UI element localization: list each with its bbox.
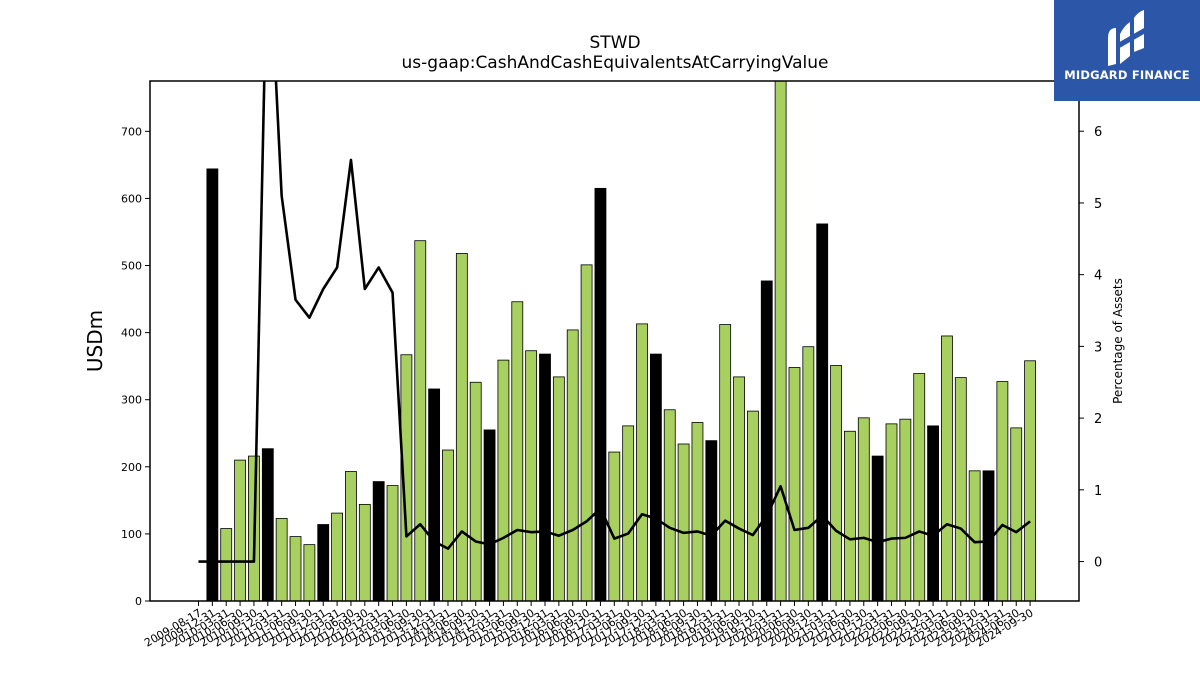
brand-name: MIDGARD FINANCE: [1064, 68, 1190, 82]
bar: [830, 365, 842, 602]
bar: [927, 425, 939, 602]
right-axis: 0 1 2 3 4 5 6: [1079, 125, 1102, 571]
bar: [733, 376, 745, 602]
bar: [358, 503, 371, 602]
bar: [1010, 427, 1023, 602]
bar: [899, 418, 912, 602]
bar: [455, 253, 468, 602]
bar: [941, 335, 953, 602]
bar: [622, 425, 635, 602]
y2-tick-label: 6: [1094, 125, 1102, 140]
bar: [345, 471, 357, 602]
bar: [317, 524, 330, 602]
percentage-line: [198, 81, 1031, 563]
bar: [552, 376, 565, 602]
bar: [1024, 360, 1036, 602]
y-tick-label: 0: [135, 595, 142, 608]
y2-tick-label: 0: [1094, 556, 1102, 571]
bar: [649, 353, 662, 602]
y2-axis-label: Percentage of Assets: [1111, 278, 1125, 404]
y-tick-label: 400: [121, 327, 142, 340]
bar: [844, 430, 856, 602]
y2-tick-label: 5: [1094, 197, 1102, 212]
bar: [539, 353, 551, 602]
left-axis: 0 100 200 300 400 500 600 700: [121, 125, 150, 608]
bar: [594, 187, 607, 602]
bar: [234, 459, 246, 602]
bar: [774, 80, 787, 602]
bar: [608, 451, 621, 602]
bar: [511, 301, 524, 602]
bar: [885, 423, 898, 602]
brand-logo: MIDGARD FINANCE: [1054, 0, 1200, 101]
midgard-logo-icon: [1108, 10, 1144, 66]
x-axis: 2009-08-172009-12-312010-03-312010-06-30…: [142, 601, 1036, 650]
y2-tick-label: 2: [1094, 412, 1102, 427]
bar: [802, 346, 815, 602]
y2-tick-label: 3: [1094, 340, 1102, 355]
bar: [691, 422, 704, 602]
bar: [913, 373, 926, 602]
y2-tick-label: 1: [1094, 484, 1102, 499]
bar: [954, 377, 967, 602]
bar: [816, 223, 829, 602]
y-tick-label: 200: [121, 461, 142, 474]
bar: [303, 544, 316, 602]
bar: [788, 367, 801, 602]
bar: [636, 323, 648, 602]
y-axis-label: USDm: [83, 310, 107, 372]
bar: [372, 481, 385, 602]
bar: [386, 485, 399, 602]
bar: [719, 324, 732, 602]
chart-subtitle: us-gaap:CashAndCashEquivalentsAtCarrying…: [402, 53, 829, 73]
bar: [275, 518, 288, 602]
bar: [483, 429, 496, 602]
bar: [220, 528, 233, 602]
bar: [857, 417, 870, 602]
bar: [428, 388, 441, 602]
bar: [414, 240, 427, 602]
y-tick-label: 300: [121, 394, 142, 407]
bar: [747, 410, 759, 602]
bar: [331, 512, 344, 602]
bar: [996, 381, 1009, 602]
bar: [261, 448, 274, 602]
bars-group: [206, 80, 1036, 602]
bar: [968, 470, 981, 602]
y-tick-label: 500: [121, 260, 142, 273]
y-tick-label: 700: [121, 125, 142, 138]
bar: [206, 168, 219, 602]
bar: [663, 409, 676, 602]
bar: [442, 449, 454, 602]
y2-tick-label: 4: [1094, 269, 1102, 284]
bar: [469, 381, 482, 602]
bar: [566, 329, 579, 602]
bar: [760, 280, 773, 602]
y-tick-label: 600: [121, 192, 142, 205]
bar: [580, 264, 593, 602]
y-tick-label: 100: [121, 528, 142, 541]
bar: [705, 440, 718, 602]
bar: [871, 455, 884, 602]
bar: [677, 443, 690, 602]
bar: [525, 350, 538, 602]
chart-title: STWD: [589, 33, 640, 53]
bar: [289, 536, 302, 602]
line-group: [198, 81, 1031, 563]
bar: [497, 359, 510, 602]
